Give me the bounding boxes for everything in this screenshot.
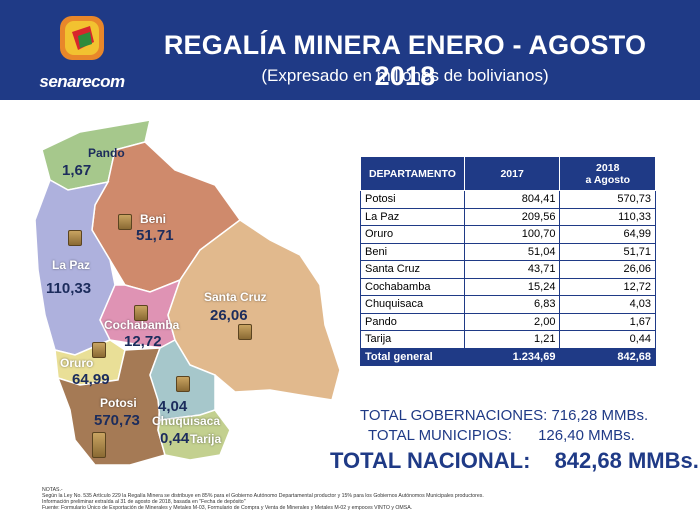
logo-emblem-icon [60,16,104,60]
cell-2017: 1,21 [463,330,561,349]
map-value-santa-cruz: 26,06 [210,307,248,324]
table-row: Oruro 100,70 64,99 [360,225,656,244]
cell-2018: 842,68 [559,347,656,366]
map-label-tarija: Tarija [190,432,222,446]
map-value-pando: 1,67 [62,162,92,179]
col-header-2018-period: a Agosto [585,173,630,186]
mineral-icon [92,432,106,458]
table-row: Potosi 804,41 570,73 [360,190,656,209]
cell-2017: 15,24 [463,277,561,296]
map-label-cochabamba: Cochabamba [104,318,180,332]
cell-2017: 43,71 [463,260,561,279]
map-value-beni: 51,71 [136,227,174,244]
mineral-icon [134,305,148,321]
cell-2018: 51,71 [559,242,656,261]
notes-line: Fuente: Formulario Único de Exportación … [42,505,413,511]
col-header-2017: 2017 [463,156,561,191]
cell-2017: 2,00 [463,312,561,331]
map-label-chuquisaca: Chuquisaca [152,414,221,428]
mineral-icon [92,342,106,358]
mineral-icon [238,324,252,340]
cell-departamento: Potosi [360,190,465,209]
senarecom-logo: senarecom [32,12,132,92]
map-label-oruro: Oruro [60,356,94,370]
total-municipios-label: TOTAL MUNICIPIOS: [368,427,512,444]
table-row: Cochabamba 15,24 12,72 [360,277,656,296]
notes-line: Según la Ley No. 535 Artículo 229 la Reg… [42,493,484,499]
mineral-icon [176,376,190,392]
header-banner: senarecom REGALÍA MINERA ENERO - AGOSTO … [0,0,700,100]
total-nacional: TOTAL NACIONAL: 842,68 MMBs. [330,448,699,474]
cell-2018: 110,33 [559,207,656,226]
cell-2017: 6,83 [463,295,561,314]
cell-departamento: Pando [360,312,465,331]
table-row: La Paz 209,56 110,33 [360,207,656,226]
map-value-tarija: 0,44 [160,430,190,447]
page-subtitle: (Expresado en millones de bolivianos) [261,66,549,85]
total-nacional-value: 842,68 MMBs. [554,448,699,473]
cell-departamento: Beni [360,242,465,261]
cell-departamento: Total general [360,347,465,366]
map-label-pando: Pando [88,146,125,160]
mineral-icon [118,214,132,230]
region-santa-cruz [167,219,341,401]
cell-2017: 804,41 [463,190,561,209]
bolivia-map: Pando 1,67 Beni 51,71 La Paz 110,33 Coch… [0,110,350,480]
cell-departamento: La Paz [360,207,465,226]
map-value-cochabamba: 12,72 [124,333,162,350]
map-shapes [34,119,341,466]
map-value-chuquisaca: 4,04 [158,398,188,415]
cell-departamento: Oruro [360,225,465,244]
table-row: Santa Cruz 43,71 26,06 [360,260,656,279]
total-gobernaciones: TOTAL GOBERNACIONES: 716,28 MMBs. [360,407,648,424]
table-row: Beni 51,04 51,71 [360,242,656,261]
cell-2018: 26,06 [559,260,656,279]
total-municipios: TOTAL MUNICIPIOS: 126,40 MMBs. [368,427,635,444]
map-value-oruro: 64,99 [72,371,110,388]
cell-2018: 4,03 [559,295,656,314]
cell-2017: 209,56 [463,207,561,226]
table-total-row: Total general 1.234,69 842,68 [360,347,656,366]
region-tarija [157,409,231,461]
map-value-la-paz: 110,33 [46,280,92,297]
table-header-row: DEPARTAMENTO 2017 2018 a Agosto [360,156,656,191]
map-value-potosi: 570,73 [94,412,140,429]
cell-2018: 64,99 [559,225,656,244]
royalty-table: DEPARTAMENTO 2017 2018 a Agosto Potosi 80… [360,156,656,366]
table-row: Chuquisaca 6,83 4,03 [360,295,656,314]
col-header-departamento: DEPARTAMENTO [360,156,465,191]
map-label-beni: Beni [140,212,167,226]
cell-departamento: Cochabamba [360,277,465,296]
total-gobernaciones-value: 716,28 MMBs. [551,407,649,424]
notes-line: Información preliminar extraída al 31 de… [42,499,246,505]
col-header-2018-year: 2018 [596,161,620,174]
cell-2018: 570,73 [559,190,656,209]
total-municipios-value: 126,40 MMBs. [538,427,635,444]
table-row: Tarija 1,21 0,44 [360,330,656,349]
brand-name: senarecom [39,72,125,91]
total-nacional-label: TOTAL NACIONAL: [330,448,531,473]
map-label-potosi: Potosi [100,396,137,410]
cell-departamento: Santa Cruz [360,260,465,279]
total-gobernaciones-label: TOTAL GOBERNACIONES: [360,407,548,424]
mineral-icon [68,230,82,246]
map-label-santa-cruz: Santa Cruz [204,290,267,304]
page-title: REGALÍA MINERA ENERO - AGOSTO 2018 [163,30,647,91]
notes-title: NOTAS.- [42,487,63,493]
cell-2018: 0,44 [559,330,656,349]
cell-2018: 12,72 [559,277,656,296]
map-label-la-paz: La Paz [52,258,91,272]
col-header-2018: 2018 a Agosto [559,156,656,191]
table-body: Potosi 804,41 570,73 La Paz 209,56 110,33 Orur… [360,190,656,366]
cell-departamento: Chuquisaca [360,295,465,314]
cell-2017: 1.234,69 [463,347,561,366]
cell-2017: 51,04 [463,242,561,261]
table-row: Pando 2,00 1,67 [360,312,656,331]
cell-2017: 100,70 [463,225,561,244]
footnotes: NOTAS.- Según la Ley No. 535 Artículo 22… [42,487,662,511]
cell-2018: 1,67 [559,312,656,331]
cell-departamento: Tarija [360,330,465,349]
